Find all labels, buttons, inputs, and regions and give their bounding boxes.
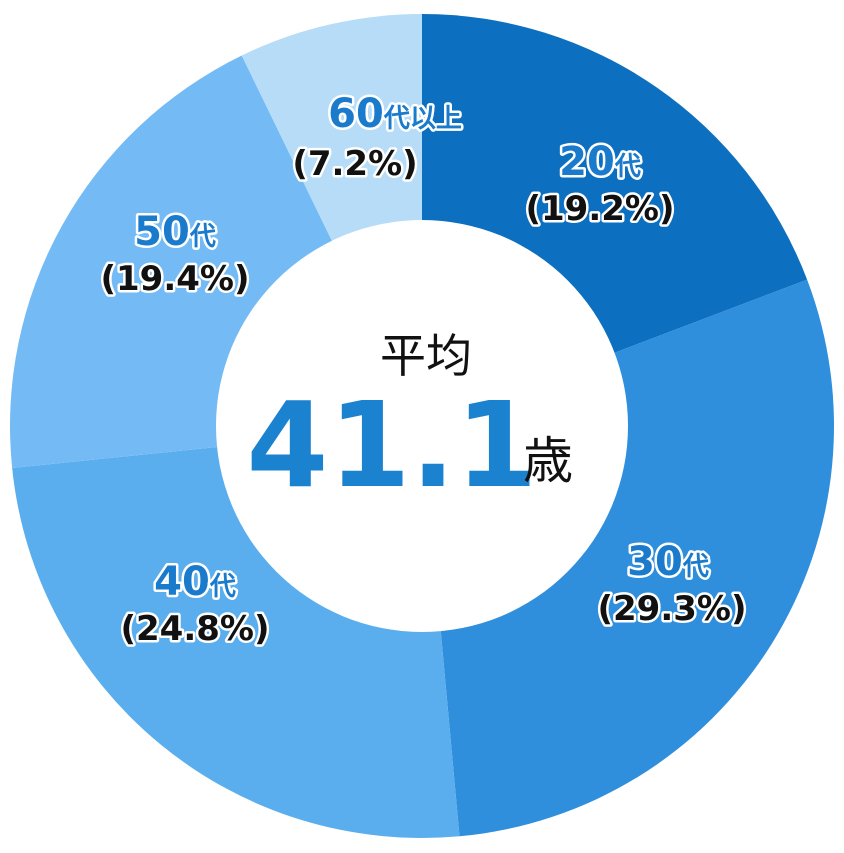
category-label-60: 60代以上 — [328, 91, 462, 137]
labels: 20代(19.2%) 30代(29.3%) 40代(24.8%) 50代(19.4%)… — [98, 89, 749, 652]
donut-hole — [216, 220, 628, 632]
value-label-40: (24.8%) — [120, 609, 269, 649]
category-label-30: 30代 — [627, 539, 709, 585]
value-label-60: (7.2%) — [292, 144, 417, 184]
value-label-20: (19.2%) — [525, 189, 674, 229]
category-label-20: 20代 — [559, 139, 641, 185]
center-unit: 歳 — [523, 432, 573, 490]
category-label-50: 50代 — [134, 209, 216, 255]
center-title: 平均 — [380, 329, 472, 383]
value-label-30: (29.3%) — [597, 589, 746, 629]
center-value: 41.1 — [246, 376, 537, 514]
category-label-40: 40代 — [154, 559, 236, 605]
value-label-50: (19.4%) — [100, 259, 249, 299]
